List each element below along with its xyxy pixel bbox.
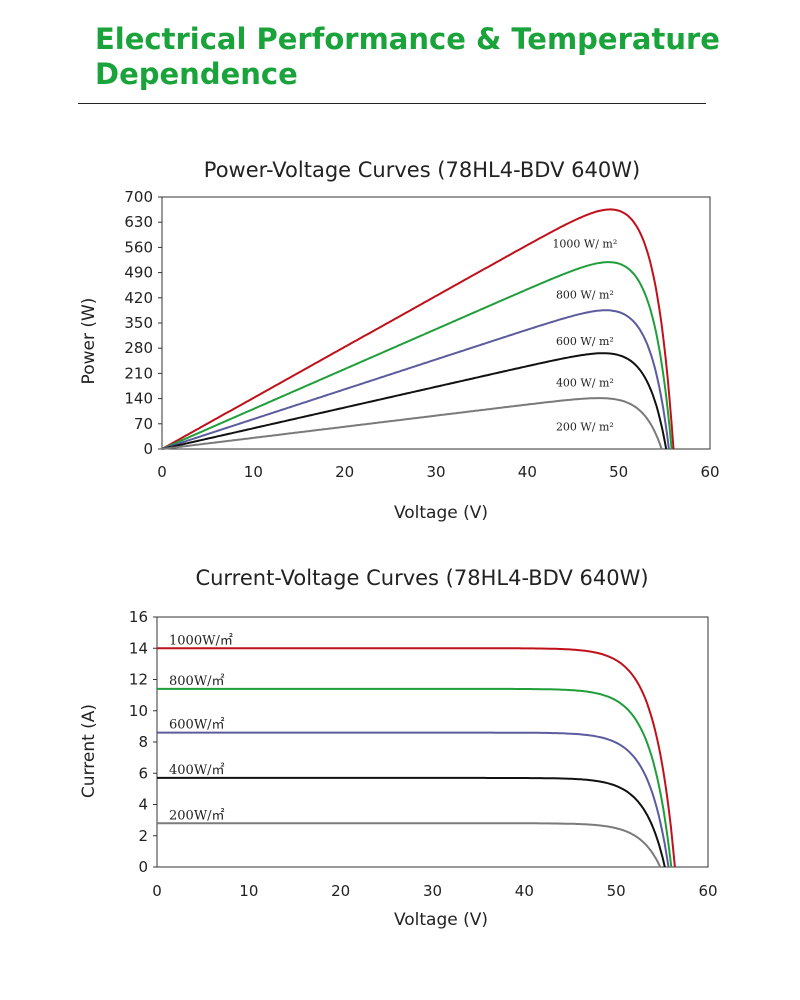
iv-series-line-1 <box>157 687 673 868</box>
iv-y-axis-label: Current (A) <box>79 704 99 798</box>
pv-series-line-4 <box>161 397 663 450</box>
pv-y-tick-label: 350 <box>124 314 153 332</box>
iv-y-tick-label: 6 <box>138 764 148 782</box>
iv-series-label-3: 400W/㎡ <box>169 763 225 778</box>
iv-x-tick-label: 60 <box>698 882 717 900</box>
pv-chart-title: Power-Voltage Curves (78HL4-BDV 640W) <box>203 158 641 182</box>
iv-series-line-2 <box>157 731 670 868</box>
pv-x-tick-label: 0 <box>157 463 167 481</box>
pv-series-label-1: 800 W/ m² <box>556 288 614 301</box>
iv-series-label-2: 600W/㎡ <box>169 718 225 733</box>
iv-series-line-3 <box>157 776 666 868</box>
page-title: Electrical Performance & Temperature Dep… <box>95 22 720 91</box>
pv-y-tick-label: 560 <box>124 238 153 256</box>
iv-series-label-1: 800W/㎡ <box>169 674 225 689</box>
iv-chart-title: Current-Voltage Curves (78HL4-BDV 640W) <box>195 566 649 590</box>
pv-x-tick-label: 40 <box>518 463 537 481</box>
pv-x-tick-label: 60 <box>700 463 719 481</box>
iv-series-line-4 <box>157 822 662 868</box>
pv-y-tick-label: 140 <box>124 390 153 408</box>
pv-y-axis-label: Power (W) <box>79 298 99 385</box>
iv-y-tick-label: 10 <box>129 702 148 720</box>
iv-y-tick-label: 14 <box>129 639 148 657</box>
pv-chart: 0 70 140 210 280 350 420 490 560 630 700 0 10 20 30 40… <box>79 188 720 523</box>
iv-x-tick-label: 40 <box>515 882 534 900</box>
pv-y-tick-label: 210 <box>124 364 153 382</box>
iv-y-tick-label: 8 <box>138 733 148 751</box>
iv-x-tick-label: 20 <box>331 882 350 900</box>
iv-y-tick-label: 16 <box>129 608 148 626</box>
iv-x-tick-label: 10 <box>239 882 258 900</box>
pv-series-line-1 <box>161 261 673 450</box>
iv-plot-frame <box>156 616 709 868</box>
pv-y-tick-label: 70 <box>134 415 153 433</box>
iv-series-label-0: 1000W/㎡ <box>169 633 233 648</box>
iv-y-tick-label: 0 <box>138 858 148 876</box>
iv-y-tick-label: 12 <box>129 671 148 689</box>
pv-series-label-4: 200 W/ m² <box>556 421 614 434</box>
iv-x-tick-label: 50 <box>607 882 626 900</box>
pv-y-tick-label: 0 <box>143 440 153 458</box>
iv-series-label-4: 200W/㎡ <box>169 808 225 823</box>
iv-x-axis-label: Voltage (V) <box>394 910 488 930</box>
pv-y-tick-label: 490 <box>124 264 153 282</box>
pv-series-line-0 <box>161 208 675 450</box>
iv-chart: 0 2 4 6 8 10 12 14 16 0 10 20 30 40 50 60 1000W/㎡ 800W/… <box>79 608 718 930</box>
iv-y-tick-label: 2 <box>138 827 148 845</box>
pv-y-tick-label: 700 <box>124 188 153 206</box>
pv-x-tick-label: 50 <box>609 463 628 481</box>
pv-x-tick-label: 10 <box>244 463 263 481</box>
iv-x-tick-label: 30 <box>423 882 442 900</box>
pv-y-tick-label: 630 <box>124 213 153 231</box>
pv-y-tick-label: 420 <box>124 289 153 307</box>
pv-x-tick-label: 30 <box>426 463 445 481</box>
pv-plot-frame <box>161 196 711 450</box>
iv-y-tick-label: 4 <box>138 796 148 814</box>
iv-x-tick-label: 0 <box>152 882 162 900</box>
pv-series-label-0: 1000 W/ m² <box>552 238 617 251</box>
pv-y-tick-label: 280 <box>124 339 153 357</box>
title-divider <box>78 103 706 104</box>
pv-x-axis-label: Voltage (V) <box>394 503 488 523</box>
pv-series-line-3 <box>161 352 668 450</box>
pv-series-line-2 <box>161 309 670 450</box>
pv-series-label-3: 400 W/ m² <box>556 377 614 390</box>
iv-series-line-0 <box>157 647 676 868</box>
pv-series-label-2: 600 W/ m² <box>556 335 614 348</box>
pv-x-tick-label: 20 <box>335 463 354 481</box>
